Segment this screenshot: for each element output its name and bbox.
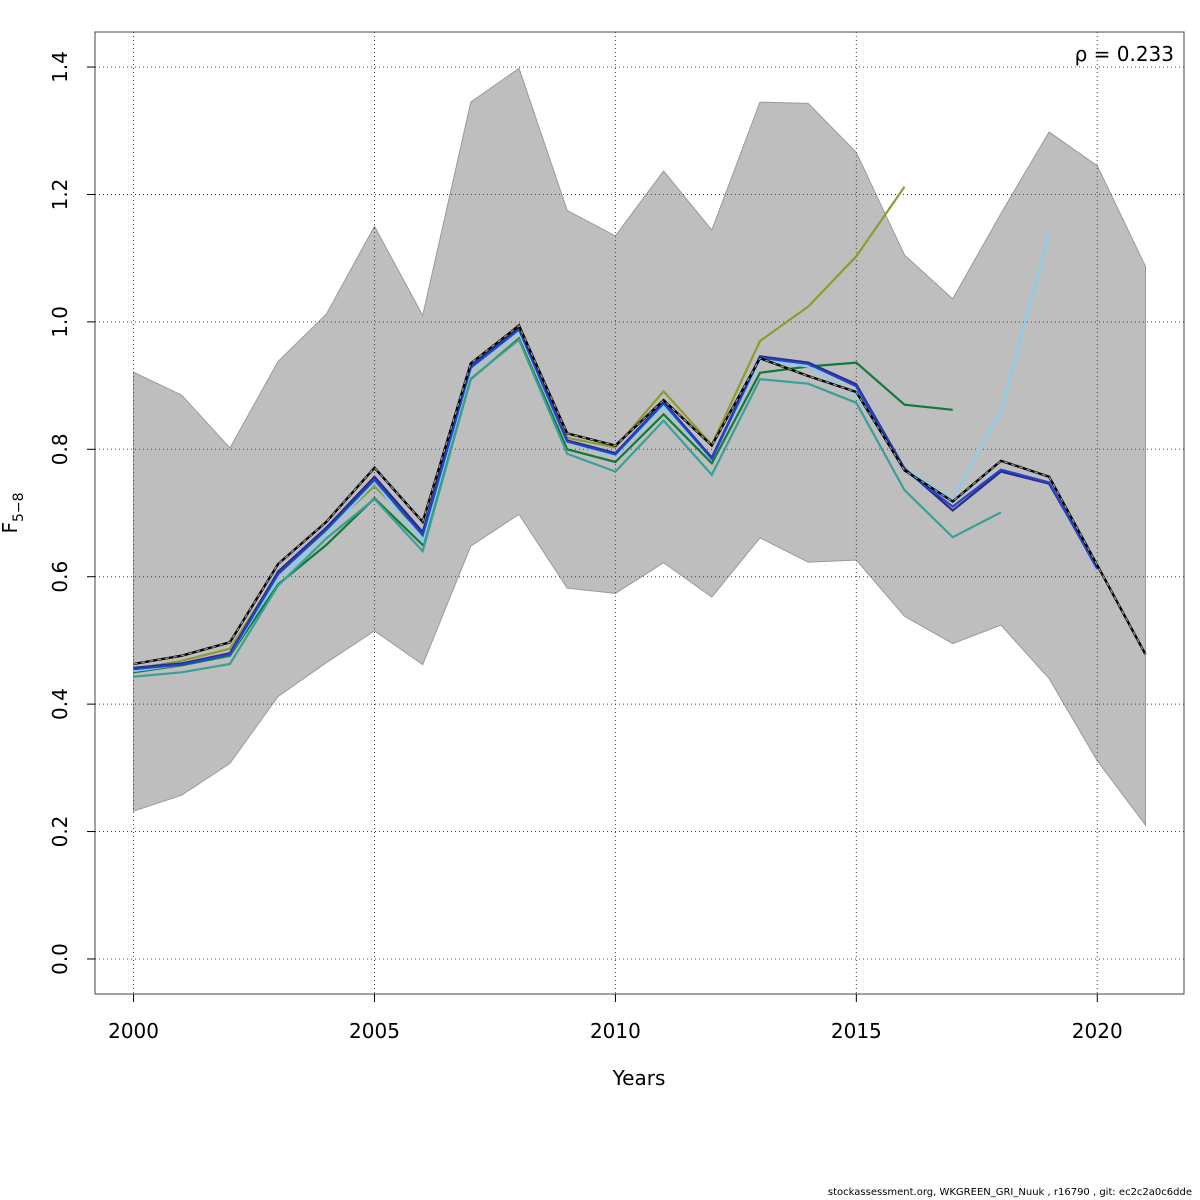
footer-credit: stockassessment.org, WKGREEN_GRI_Nuuk , … <box>827 1187 1192 1198</box>
series-line-base-run-dash <box>133 324 1147 665</box>
x-axis-label: Years <box>612 1066 666 1090</box>
series-layer <box>133 186 1147 678</box>
y-axis-label-subscript: 5−8 <box>11 492 27 522</box>
y-tick-label: 0.8 <box>48 433 72 465</box>
grid-layer <box>95 32 1184 994</box>
y-tick-label: 0.0 <box>48 943 72 975</box>
x-tick-label: 2000 <box>108 1019 159 1043</box>
series-line-peel-2018 <box>133 337 1002 678</box>
series-line-peel-2020-blue <box>133 327 1099 671</box>
x-tick-label: 2010 <box>590 1019 641 1043</box>
y-axis-label: F5−8 <box>0 492 27 533</box>
plot-frame <box>94 31 1185 995</box>
x-tick-label: 2005 <box>349 1019 400 1043</box>
x-tick-label: 2020 <box>1072 1019 1123 1043</box>
axis-layer: 2000 2005 2010 2015 2020 0.0 0.2 0.4 0.6 0.8 1.0 1.… <box>48 51 1123 1043</box>
y-tick-label: 1.2 <box>48 179 72 211</box>
y-tick-label: 0.2 <box>48 816 72 848</box>
x-tick-label: 2015 <box>831 1019 882 1043</box>
y-tick-label: 1.4 <box>48 51 72 83</box>
y-tick-label: 0.4 <box>48 688 72 720</box>
y-tick-label: 0.6 <box>48 561 72 593</box>
y-tick-label: 1.0 <box>48 306 72 338</box>
y-axis-label-main: F <box>0 522 22 534</box>
rho-annotation: ρ = 0.233 <box>1075 42 1174 66</box>
